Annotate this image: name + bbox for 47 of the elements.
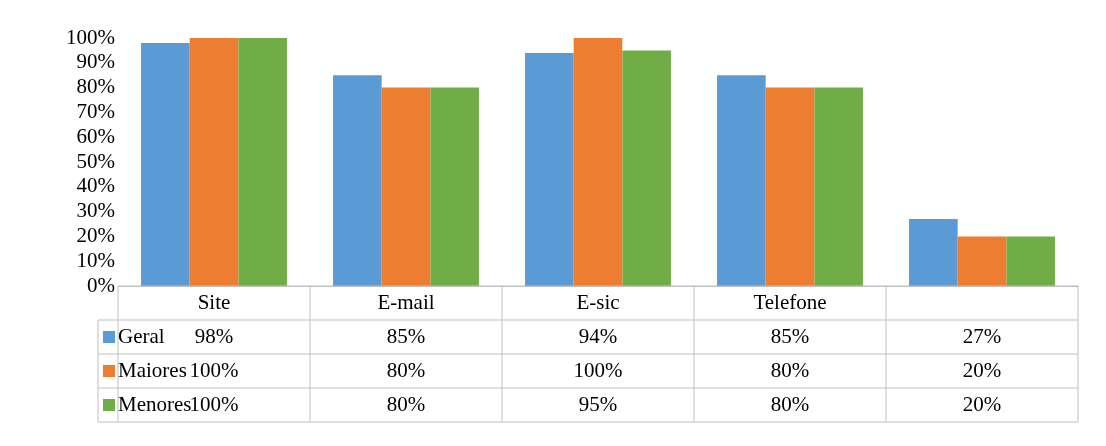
data-label: 94%: [578, 323, 618, 348]
bar: [430, 87, 479, 286]
x-tick-label: Telefone: [753, 289, 827, 314]
bar: [238, 38, 287, 286]
x-tick-label: E-mail: [377, 289, 435, 314]
bar: [525, 52, 574, 286]
bar: [141, 42, 190, 286]
bar: [909, 219, 958, 286]
bar: [333, 75, 382, 286]
data-label: 20%: [962, 391, 1002, 416]
bar: [622, 50, 671, 286]
y-tick-label: 80%: [76, 74, 115, 99]
bar: [381, 87, 431, 286]
y-tick-label: 10%: [76, 247, 115, 272]
bar: [957, 236, 1007, 286]
data-label: 100%: [573, 357, 623, 382]
y-tick-label: 100%: [66, 24, 115, 49]
y-tick-label: 0%: [87, 272, 115, 297]
y-tick-label: 90%: [76, 49, 115, 74]
data-label: 80%: [770, 391, 810, 416]
bar: [573, 38, 623, 286]
bar: [1006, 236, 1055, 286]
legend-label: Geral: [118, 323, 165, 348]
legend-label: Maiores: [118, 357, 187, 382]
bar: [814, 87, 863, 286]
legend-label: Menores: [118, 391, 192, 416]
data-label: 100%: [189, 357, 239, 382]
y-tick-label: 30%: [76, 198, 115, 223]
data-label: 95%: [578, 391, 618, 416]
y-tick-label: 60%: [76, 123, 115, 148]
x-tick-label: E-sic: [576, 289, 620, 314]
data-label: 80%: [386, 357, 426, 382]
bar: [189, 38, 239, 286]
data-label: 85%: [770, 323, 810, 348]
y-tick-label: 70%: [76, 98, 115, 123]
data-label: 27%: [962, 323, 1002, 348]
bar: [765, 87, 815, 286]
bar: [717, 75, 766, 286]
x-tick-label: Site: [197, 289, 231, 314]
data-label: 80%: [770, 357, 810, 382]
data-label: 85%: [386, 323, 426, 348]
y-tick-label: 50%: [76, 148, 115, 173]
data-label: 98%: [194, 323, 234, 348]
y-tick-label: 20%: [76, 222, 115, 247]
y-tick-label: 40%: [76, 173, 115, 198]
data-label: 80%: [386, 391, 426, 416]
data-label: 20%: [962, 357, 1002, 382]
